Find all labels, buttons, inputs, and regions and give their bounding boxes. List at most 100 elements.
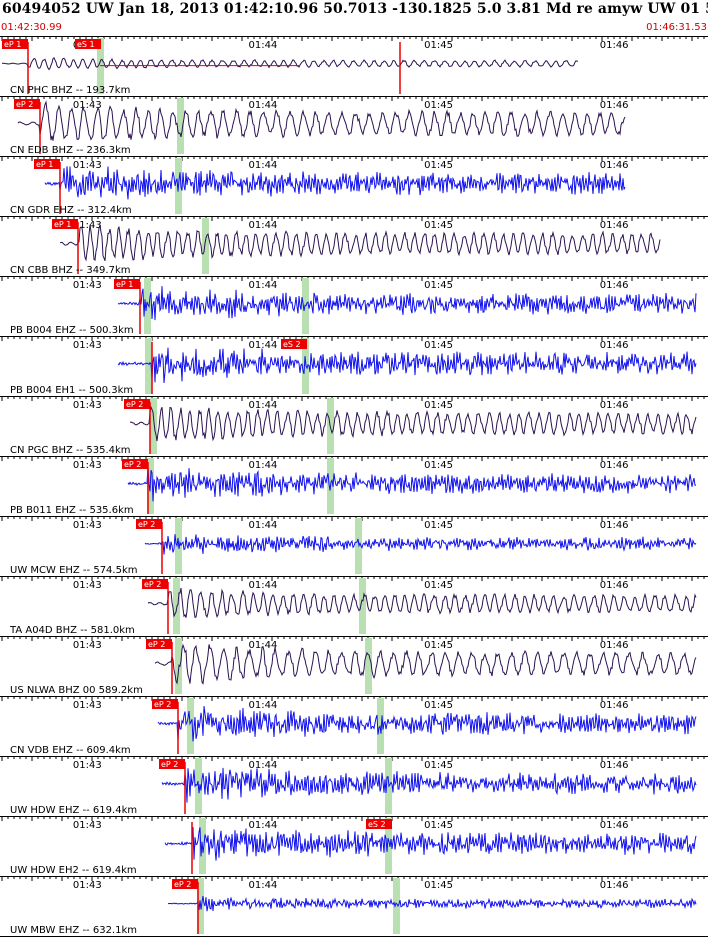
station-label: PB B004 EHZ -- 500.3km <box>10 325 134 336</box>
waveform <box>117 347 697 384</box>
minute-label: 01:45 <box>424 880 453 891</box>
phase-marker <box>385 818 392 874</box>
waveform <box>44 166 626 200</box>
minute-label: 01:46 <box>600 820 629 831</box>
minute-label: 01:44 <box>249 40 278 51</box>
pick-label: eP 2 <box>124 460 141 469</box>
pick-label: eP 2 <box>161 760 178 769</box>
minute-label: 01:44 <box>249 760 278 771</box>
minute-label: 01:43 <box>73 520 102 531</box>
pick-box <box>136 519 162 529</box>
header: 60494052 UW Jan 18, 2013 01:42:10.96 50.… <box>0 0 708 36</box>
waveform <box>60 224 661 262</box>
minute-label: 01:46 <box>600 340 629 351</box>
waveform <box>117 286 697 321</box>
waveform <box>144 534 697 555</box>
trace-panel: 01:43 01:44 01:45 01:46 eP 2 US NLWA BHZ 00 5… <box>0 636 708 696</box>
station-label: CN GDR EHZ -- 312.4km <box>10 205 132 216</box>
phase-marker <box>302 338 309 394</box>
pick-label: eS 1 <box>77 40 95 49</box>
station-label: UW HDW EH2 -- 619.4km <box>10 865 137 876</box>
minute-label: 01:46 <box>600 40 629 51</box>
minute-label: 01:46 <box>600 280 629 291</box>
start-time: 01:42:30.99 <box>1 22 62 33</box>
trace-panel: 01:43 01:44 01:45 01:46 eP 2 UW MCW EHZ -- 57… <box>0 516 708 576</box>
pick-box <box>34 159 60 169</box>
minute-label: 01:43 <box>73 160 102 171</box>
pick-box <box>366 819 392 829</box>
minute-label: 01:45 <box>424 160 453 171</box>
trace-panel: 01:43 01:44 01:45 01:46 eP 2 CN PGC BHZ -- 53… <box>0 396 708 456</box>
minute-label: 01:45 <box>424 340 453 351</box>
pick-box <box>14 99 40 109</box>
pick-box <box>281 339 307 349</box>
event-title: 60494052 UW Jan 18, 2013 01:42:10.96 50.… <box>2 1 708 17</box>
pick-label: eP 2 <box>16 100 33 109</box>
minute-label: 01:45 <box>424 640 453 651</box>
minute-label: 01:44 <box>249 640 278 651</box>
minute-label: 01:43 <box>73 340 102 351</box>
minute-label: 01:43 <box>73 280 102 291</box>
minute-label: 01:46 <box>600 580 629 591</box>
trace-panel: 01:43 01:44 01:45 01:46 eP 2 CN EDB BHZ -- 23… <box>0 96 708 156</box>
waveform <box>164 827 697 861</box>
minute-label: 01:43 <box>73 760 102 771</box>
trace-panel: 01:43 01:44 01:45 01:46 eP 1 CN CBB BHZ -- 34… <box>0 216 708 276</box>
minute-label: 01:46 <box>600 100 629 111</box>
minute-label: 01:45 <box>424 220 453 231</box>
station-label: TA A04D BHZ -- 581.0km <box>9 625 135 636</box>
trace-panel: 01:43 01:44 01:45 01:46 eP 1 CN GDR EHZ -- 31… <box>0 156 708 216</box>
trace-panel: 01:43 01:44 01:45 01:46 eP 2 UW HDW EHZ -- 61… <box>0 756 708 816</box>
waveform <box>157 706 697 742</box>
pick-label: eP 1 <box>116 280 133 289</box>
phase-marker <box>187 698 194 754</box>
phase-marker <box>393 878 400 934</box>
pick-box <box>2 39 28 49</box>
minute-label: 01:43 <box>73 580 102 591</box>
minute-label: 01:46 <box>600 220 629 231</box>
pick-box <box>124 399 150 409</box>
minute-label: 01:45 <box>424 580 453 591</box>
minute-label: 01:44 <box>249 520 278 531</box>
phase-marker <box>144 278 151 334</box>
minute-label: 01:45 <box>424 280 453 291</box>
minute-label: 01:44 <box>249 280 278 291</box>
pick-box <box>159 759 185 769</box>
pick-label: eP 1 <box>4 40 21 49</box>
waveform <box>1 57 579 71</box>
phase-marker <box>202 218 209 274</box>
pick-label: eP 2 <box>144 580 161 589</box>
pick-box <box>152 699 178 709</box>
station-label: CN VDB EHZ -- 609.4km <box>10 745 131 756</box>
minute-label: 01:44 <box>249 820 278 831</box>
minute-label: 01:45 <box>424 40 453 51</box>
minute-label: 01:44 <box>249 880 278 891</box>
minute-label: 01:44 <box>249 460 278 471</box>
pick-box <box>142 579 168 589</box>
minute-label: 01:43 <box>73 820 102 831</box>
waveform <box>129 405 697 442</box>
minute-label: 01:46 <box>600 460 629 471</box>
minute-label: 01:44 <box>249 160 278 171</box>
phase-marker <box>365 638 372 694</box>
station-label: UW MBW EHZ -- 632.1km <box>10 925 137 936</box>
minute-label: 01:45 <box>424 520 453 531</box>
trace-panel: 01:43 01:44 01:45 01:46 eS 2 UW HDW EH2 -- 61… <box>0 816 708 876</box>
station-label: PB B011 EHZ -- 535.6km <box>10 505 134 516</box>
minute-label: 01:43 <box>73 400 102 411</box>
pick-box <box>122 459 148 469</box>
pick-label: eS 2 <box>368 820 386 829</box>
trace-panel: 01:43 01:44 01:45 01:46 eP 2 UW MBW EHZ -- 63… <box>0 876 708 936</box>
trace-panel: 01:43 01:44 01:45 01:46 eP 2 PB B011 EHZ -- 5… <box>0 456 708 516</box>
minute-label: 01:46 <box>600 640 629 651</box>
trace-panel: 01:43 01:44 01:45 01:46 eP 2 CN VDB EHZ -- 60… <box>0 696 708 756</box>
phase-marker <box>173 578 180 634</box>
pick-box <box>114 279 140 289</box>
station-label: CN EDB BHZ -- 236.3km <box>10 145 131 156</box>
pick-label: eP 2 <box>138 520 155 529</box>
minute-label: 01:44 <box>249 700 278 711</box>
minute-label: 01:43 <box>73 700 102 711</box>
phase-marker <box>355 518 362 574</box>
station-label: CN PHC BHZ -- 193.7km <box>10 85 130 96</box>
minute-label: 01:44 <box>249 400 278 411</box>
